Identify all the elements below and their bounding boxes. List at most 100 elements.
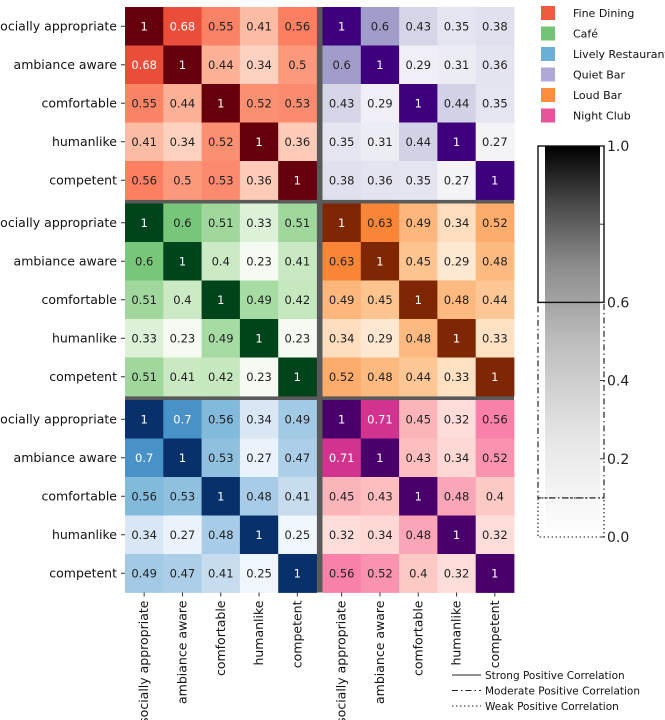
- cell-value-label: 0.42: [285, 293, 311, 307]
- heatmap-cell: [322, 122, 362, 162]
- heatmap-cell: [399, 7, 438, 46]
- heatmap-cell: [360, 357, 400, 397]
- cell-value-label: 0.44: [482, 293, 508, 307]
- heatmap-cell: [125, 554, 164, 593]
- cell-value-label: 0.71: [367, 412, 393, 426]
- cell-value-label: 0.56: [131, 173, 157, 187]
- heatmap-cell: [239, 319, 279, 358]
- cell-value-label: 1: [255, 331, 262, 345]
- cell-value-label: 0.31: [367, 135, 393, 149]
- heatmap-cell: [239, 438, 279, 478]
- cell-value-label: 0.48: [444, 489, 470, 503]
- cell-value-label: 0.7: [135, 451, 153, 465]
- heatmap-cell: [475, 319, 515, 358]
- cell-value-label: 0.52: [482, 451, 508, 465]
- cell-value-label: 1: [338, 412, 345, 426]
- heatmap-cell: [278, 400, 317, 439]
- heatmap-cell: [360, 7, 400, 46]
- cell-value-label: 0.34: [131, 528, 157, 542]
- heatmap-cell: [360, 122, 400, 162]
- cell-value-label: 0.35: [329, 135, 355, 149]
- cell-value-label: 0.36: [367, 173, 393, 187]
- colorbar-tick-label: 0.2: [607, 452, 629, 468]
- cell-value-label: 0.55: [208, 19, 234, 33]
- heatmap-cell: [437, 7, 477, 46]
- column-label: comfortable: [410, 600, 425, 676]
- heatmap-cell: [125, 242, 164, 281]
- heatmap-cell: [475, 477, 515, 516]
- heatmap-cell: [163, 515, 202, 555]
- legend-label: Fine Dining: [573, 7, 634, 20]
- cell-value-label: 1: [140, 412, 147, 426]
- cell-value-label: 1: [491, 566, 498, 580]
- heatmap-cell: [125, 400, 164, 439]
- cell-value-label: 0.53: [208, 451, 234, 465]
- heatmap-cell: [201, 242, 241, 281]
- row-label: comfortable: [41, 292, 117, 307]
- heatmap-cell: [239, 242, 279, 281]
- cell-value-label: 0.34: [444, 451, 470, 465]
- cell-value-label: 1: [376, 254, 383, 268]
- cell-value-label: 0.33: [444, 370, 470, 384]
- cell-value-label: 0.41: [285, 254, 311, 268]
- cell-value-label: 0.49: [131, 566, 157, 580]
- cell-value-label: 0.34: [444, 216, 470, 230]
- cell-value-label: 0.52: [482, 216, 508, 230]
- heatmap-cell: [125, 84, 164, 123]
- heatmap-cell: [239, 400, 279, 439]
- cell-value-label: 0.41: [246, 19, 272, 33]
- heatmap-cell: [437, 438, 477, 478]
- heatmap-cell: [201, 515, 241, 555]
- colorbar-tick-label: 0.4: [607, 374, 629, 390]
- colorbar-region-outline: [537, 497, 605, 538]
- cell-value-label: 0.51: [285, 216, 311, 230]
- row-label: humanlike: [52, 330, 117, 345]
- heatmap-cell: [399, 242, 438, 281]
- cell-value-label: 0.51: [131, 293, 157, 307]
- heatmap-cell: [125, 161, 164, 200]
- heatmap-cell: [239, 477, 279, 516]
- row-label: competent: [49, 172, 117, 187]
- cell-value-label: 0.23: [170, 331, 196, 345]
- heatmap-cell: [201, 357, 241, 397]
- cell-value-label: 0.52: [246, 96, 272, 110]
- heatmap-cell: [239, 203, 279, 243]
- cell-value-label: 1: [415, 293, 422, 307]
- cell-value-label: 0.44: [170, 96, 196, 110]
- cell-value-label: 0.32: [444, 566, 470, 580]
- cell-value-label: 0.6: [173, 216, 191, 230]
- heatmap-cell: [360, 400, 400, 439]
- row-label: socially appropriate: [0, 215, 117, 230]
- heatmap-cell: [322, 554, 362, 593]
- cell-value-label: 0.41: [208, 566, 234, 580]
- cell-value-label: 0.6: [333, 58, 351, 72]
- cell-value-label: 0.35: [405, 173, 431, 187]
- heatmap-cell: [437, 400, 477, 439]
- heatmap-cell: [475, 84, 515, 123]
- cell-value-label: 0.32: [482, 528, 508, 542]
- cell-value-label: 0.43: [329, 96, 355, 110]
- cell-value-label: 0.23: [285, 331, 311, 345]
- cell-value-label: 0.71: [329, 451, 355, 465]
- cell-value-label: 1: [255, 528, 262, 542]
- heatmap-cell: [437, 357, 477, 397]
- cell-value-label: 0.56: [285, 19, 311, 33]
- cell-value-label: 0.53: [208, 173, 234, 187]
- heatmap-cell: [125, 7, 164, 46]
- cell-value-label: 0.4: [409, 566, 427, 580]
- horizontal-separator: [125, 396, 514, 400]
- cell-value-label: 0.52: [208, 135, 234, 149]
- legend-label: Café: [573, 28, 598, 41]
- heatmap-cell: [163, 242, 202, 281]
- cell-value-label: 1: [179, 451, 186, 465]
- heatmap-cell: [360, 477, 400, 516]
- cell-value-label: 1: [453, 528, 460, 542]
- heatmap-cell: [399, 400, 438, 439]
- heatmap-cell: [437, 242, 477, 281]
- column-label: humanlike: [449, 600, 464, 665]
- cell-value-label: 1: [140, 19, 147, 33]
- heatmap-cell: [239, 45, 279, 85]
- cell-value-label: 0.33: [246, 216, 272, 230]
- row-label: ambiance aware: [14, 450, 118, 465]
- heatmap-cell: [360, 45, 400, 85]
